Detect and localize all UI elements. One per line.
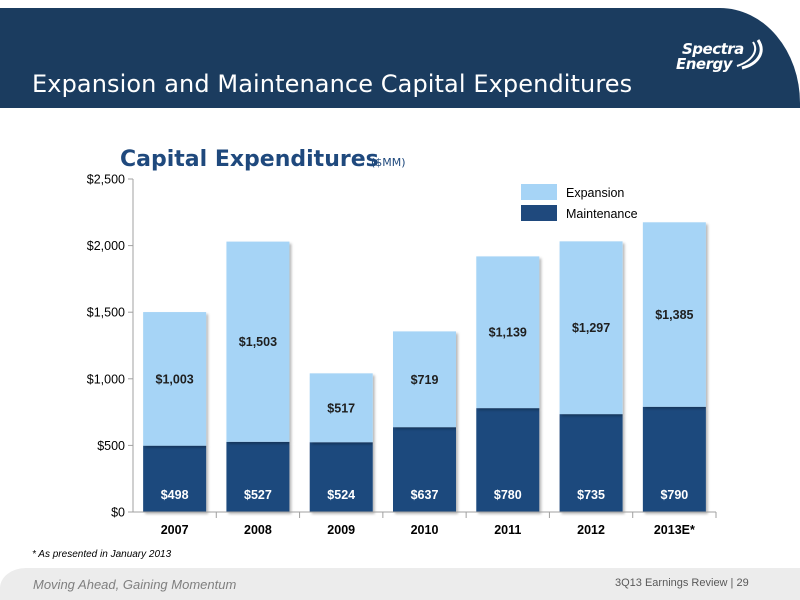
bar-maintenance-2012 <box>559 414 623 512</box>
spectra-energy-logo: Spectra Energy <box>676 38 768 80</box>
y-tick-label: $0 <box>111 506 125 520</box>
bar-expansion-2008 <box>226 241 290 442</box>
data-label-expansion: $517 <box>327 401 355 415</box>
x-tick-label: 2012 <box>577 523 605 537</box>
y-tick-label: $500 <box>97 439 125 453</box>
data-label-maintenance: $637 <box>411 488 439 502</box>
data-label-maintenance: $790 <box>660 488 688 502</box>
legend-swatch-maintenance <box>521 205 557 221</box>
bar-maintenance-2010 <box>393 427 456 512</box>
bars: $498 $1,003 $527 $1,503 $524 $517 $637 $719 $780… <box>143 222 706 512</box>
chart-unit-label: ($MM) <box>371 156 406 169</box>
data-label-expansion: $1,003 <box>156 372 194 386</box>
bar-expansion-2009 <box>309 373 373 443</box>
y-tick-label: $2,000 <box>87 239 125 253</box>
capex-chart: $0 $500 $1,000 $1,500 $2,000 $2,500 $498 $1,00… <box>87 173 717 537</box>
x-axis: 2007 2008 2009 2010 2011 2012 2013E* <box>133 511 717 537</box>
bar-expansion-2013E* <box>642 222 706 407</box>
legend-label-expansion: Expansion <box>566 186 624 200</box>
header-band <box>0 8 800 108</box>
data-label-expansion: $1,139 <box>489 326 527 340</box>
data-label-expansion: $1,385 <box>655 308 693 322</box>
y-tick-label: $2,500 <box>87 173 125 187</box>
bar-maintenance-2011 <box>476 408 540 512</box>
bar-maintenance-2009 <box>309 442 373 512</box>
y-tick-label: $1,000 <box>87 372 125 386</box>
footer-tagline: Moving Ahead, Gaining Momentum <box>33 577 237 592</box>
bar-expansion-2011 <box>476 256 540 409</box>
legend-label-maintenance: Maintenance <box>566 207 638 221</box>
footer-band <box>0 568 800 600</box>
page-title: Expansion and Maintenance Capital Expend… <box>32 70 633 98</box>
x-tick-label: 2010 <box>411 523 439 537</box>
bar-expansion-2012 <box>559 241 623 415</box>
data-label-maintenance: $780 <box>494 488 522 502</box>
x-tick-label: 2013E* <box>654 523 695 537</box>
x-tick-label: 2007 <box>161 523 189 537</box>
data-label-maintenance: $735 <box>577 488 605 502</box>
data-label-maintenance: $498 <box>161 488 189 502</box>
x-tick-label: 2011 <box>494 523 521 537</box>
logo-swoosh-icon <box>736 39 763 70</box>
data-label-expansion: $719 <box>411 373 439 387</box>
chart-title: Capital Expenditures <box>120 147 379 172</box>
data-label-expansion: $1,503 <box>239 335 277 349</box>
x-tick-label: 2009 <box>327 523 355 537</box>
y-axis: $0 $500 $1,000 $1,500 $2,000 $2,500 <box>87 173 134 520</box>
data-label-maintenance: $527 <box>244 488 272 502</box>
x-tick-label: 2008 <box>244 523 272 537</box>
bar-expansion-2010 <box>393 331 456 428</box>
data-label-expansion: $1,297 <box>572 321 610 335</box>
logo-text-line2: Energy <box>676 55 733 73</box>
bar-maintenance-2008 <box>226 441 290 512</box>
footer-page-info: 3Q13 Earnings Review | 29 <box>615 577 749 589</box>
data-label-maintenance: $524 <box>327 488 355 502</box>
bar-maintenance-2013E* <box>642 406 706 512</box>
bar-expansion-2007 <box>143 312 207 446</box>
legend-swatch-expansion <box>521 184 557 200</box>
footnote: * As presented in January 2013 <box>32 549 172 560</box>
legend: Expansion Maintenance <box>521 184 638 221</box>
logo-text-line1: Spectra <box>682 40 744 58</box>
bar-maintenance-2007 <box>143 445 207 512</box>
y-tick-label: $1,500 <box>87 306 125 320</box>
